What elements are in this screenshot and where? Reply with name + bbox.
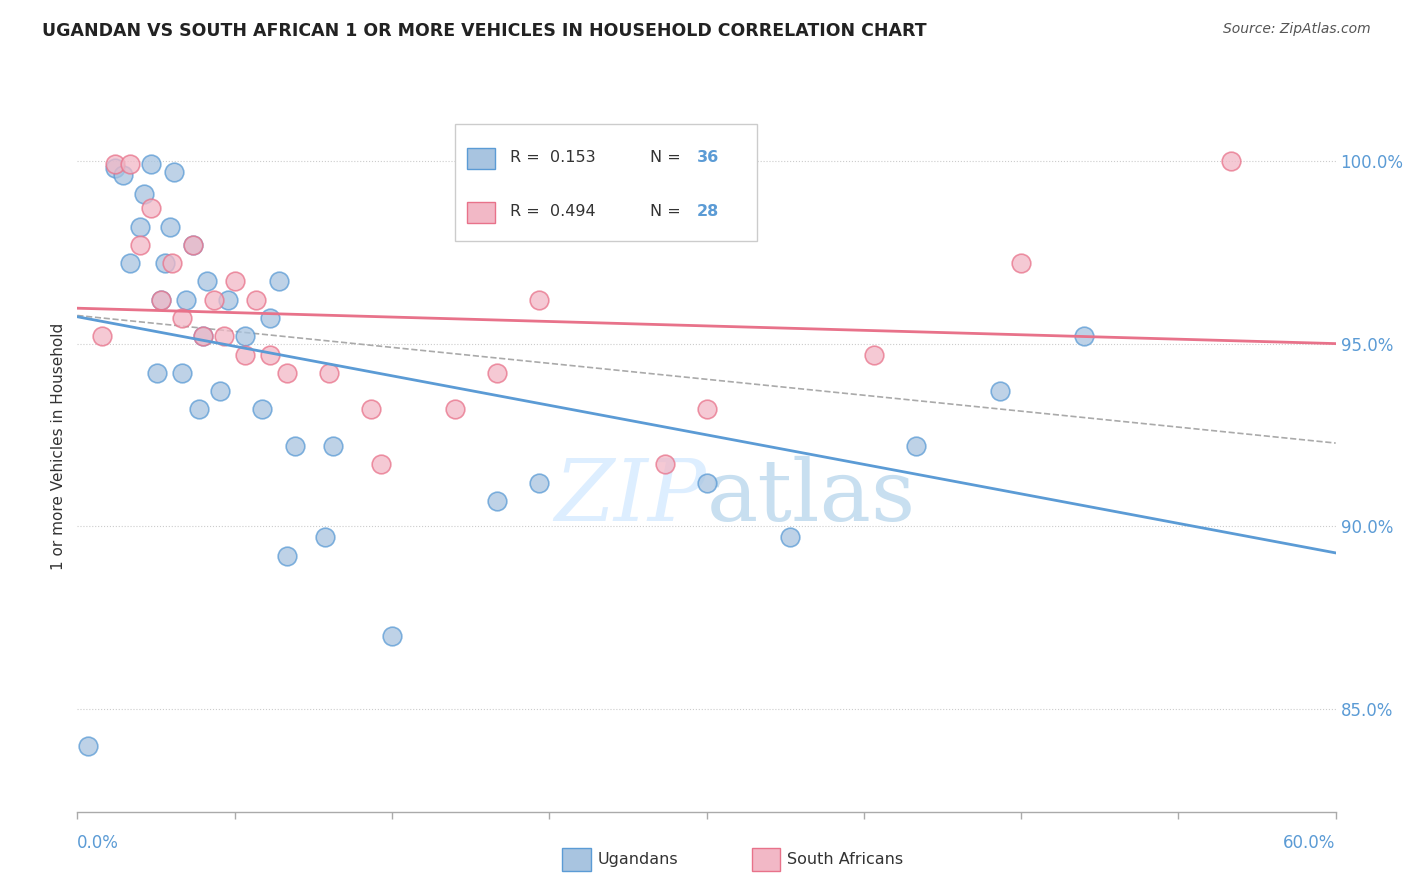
Point <box>129 219 152 234</box>
Point <box>250 402 273 417</box>
Y-axis label: 1 or more Vehicles in Household: 1 or more Vehicles in Household <box>51 322 66 570</box>
Point <box>233 348 256 362</box>
Point <box>1219 153 1241 168</box>
Point <box>195 275 218 289</box>
Point <box>318 366 340 380</box>
Text: atlas: atlas <box>707 456 915 539</box>
Point <box>696 475 718 490</box>
Point <box>129 238 152 252</box>
Point <box>485 366 508 380</box>
Text: 36: 36 <box>696 151 718 165</box>
Point <box>172 366 194 380</box>
Point <box>444 402 467 417</box>
Point <box>150 293 173 307</box>
Point <box>370 458 392 472</box>
Point <box>276 366 298 380</box>
Text: 0.0%: 0.0% <box>77 834 120 852</box>
FancyBboxPatch shape <box>467 202 495 223</box>
Text: 28: 28 <box>696 204 718 219</box>
Point <box>163 164 186 178</box>
Text: ZIP: ZIP <box>554 456 707 539</box>
Point <box>139 157 162 171</box>
Text: 60.0%: 60.0% <box>1284 834 1336 852</box>
Point <box>202 293 225 307</box>
Point <box>224 275 246 289</box>
Point <box>322 439 344 453</box>
Point <box>134 186 156 201</box>
Point <box>360 402 382 417</box>
Point <box>176 293 198 307</box>
Point <box>191 329 215 343</box>
Point <box>259 311 281 326</box>
Point <box>146 366 169 380</box>
Point <box>112 169 135 183</box>
Text: N =: N = <box>650 151 686 165</box>
Point <box>284 439 307 453</box>
Point <box>696 402 718 417</box>
Point <box>863 348 886 362</box>
Point <box>485 493 508 508</box>
Point <box>381 629 404 643</box>
Point <box>208 384 231 398</box>
Point <box>276 549 298 563</box>
Point <box>654 458 676 472</box>
Point <box>139 202 162 216</box>
Point <box>160 256 183 270</box>
Point <box>91 329 114 343</box>
Point <box>159 219 181 234</box>
Text: Source: ZipAtlas.com: Source: ZipAtlas.com <box>1223 22 1371 37</box>
Point <box>1010 256 1032 270</box>
Point <box>314 530 336 544</box>
Point <box>181 238 204 252</box>
Point <box>267 275 290 289</box>
Point <box>150 293 173 307</box>
Point <box>905 439 928 453</box>
Point <box>188 402 211 417</box>
Point <box>191 329 215 343</box>
Point <box>988 384 1011 398</box>
Text: South Africans: South Africans <box>787 853 904 867</box>
Point <box>779 530 801 544</box>
Point <box>104 157 127 171</box>
Point <box>212 329 235 343</box>
Point <box>76 739 98 753</box>
Text: R =  0.153: R = 0.153 <box>510 151 596 165</box>
FancyBboxPatch shape <box>467 148 495 169</box>
Point <box>527 293 550 307</box>
Text: R =  0.494: R = 0.494 <box>510 204 596 219</box>
Text: Ugandans: Ugandans <box>598 853 678 867</box>
Point <box>217 293 239 307</box>
Point <box>104 161 127 175</box>
Point <box>233 329 256 343</box>
Point <box>155 256 177 270</box>
Text: UGANDAN VS SOUTH AFRICAN 1 OR MORE VEHICLES IN HOUSEHOLD CORRELATION CHART: UGANDAN VS SOUTH AFRICAN 1 OR MORE VEHIC… <box>42 22 927 40</box>
FancyBboxPatch shape <box>456 124 756 241</box>
Point <box>259 348 281 362</box>
Point <box>118 157 141 171</box>
Point <box>172 311 194 326</box>
Point <box>118 256 141 270</box>
Point <box>181 238 204 252</box>
Text: N =: N = <box>650 204 686 219</box>
Point <box>1073 329 1095 343</box>
Point <box>527 475 550 490</box>
Point <box>245 293 267 307</box>
